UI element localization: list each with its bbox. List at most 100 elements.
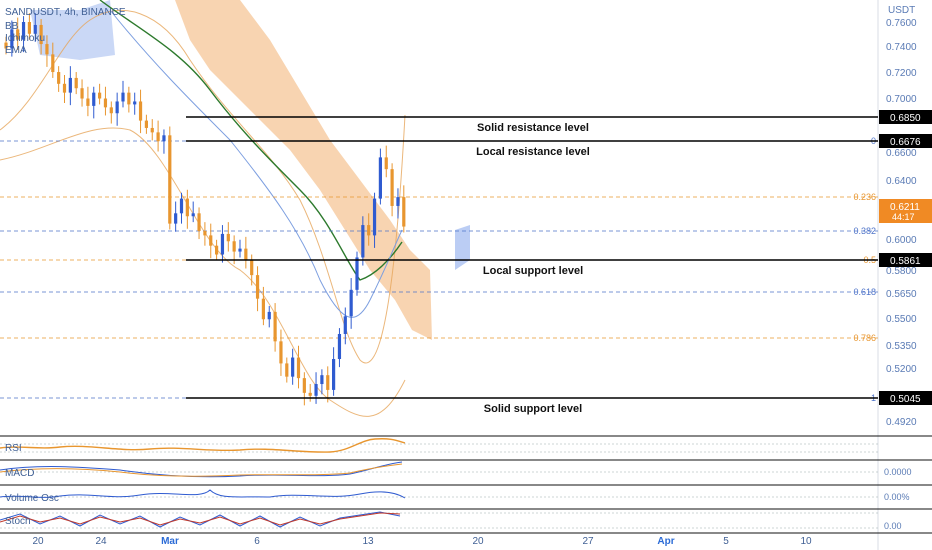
candlestick-series xyxy=(4,13,406,406)
macd-label: MACD xyxy=(5,468,34,479)
price-axis: 0.7600 0.7400 0.7200 0.7000 0.6600 0.640… xyxy=(886,18,917,428)
candle-body xyxy=(238,248,242,252)
candle-body xyxy=(144,120,148,128)
candle-body xyxy=(27,22,31,34)
y-tick: 0.6600 xyxy=(886,148,917,159)
candle-body xyxy=(402,197,406,227)
y-tick: 0.7600 xyxy=(886,18,917,29)
price-box-solid-support: 0.5045 xyxy=(879,391,932,405)
candle-body xyxy=(308,392,312,396)
candle-body xyxy=(314,384,318,396)
svg-text:0.5045: 0.5045 xyxy=(890,394,921,405)
y-tick: 0.5200 xyxy=(886,364,917,375)
candle-body xyxy=(349,289,353,317)
candle-body xyxy=(343,316,347,334)
x-tick: Apr xyxy=(657,536,674,547)
macd-value: 0.0000 xyxy=(884,467,912,477)
svg-text:0.5861: 0.5861 xyxy=(890,256,921,267)
candle-body xyxy=(168,135,172,224)
y-tick: 0.7000 xyxy=(886,94,917,105)
candle-body xyxy=(174,213,178,224)
y-tick: 0.6400 xyxy=(886,176,917,187)
candle-body xyxy=(98,92,102,99)
y-tick: 0.5350 xyxy=(886,341,917,352)
y-tick: 0.7200 xyxy=(886,68,917,79)
candle-body xyxy=(220,233,225,255)
fib-label: 0.382 xyxy=(853,226,876,236)
volume-osc-label: Volume Osc xyxy=(5,493,59,504)
x-tick: Mar xyxy=(161,536,179,547)
candle-body xyxy=(372,198,377,236)
ema-line xyxy=(99,0,403,281)
fib-label: 0.618 xyxy=(853,287,876,297)
candle-body xyxy=(162,135,166,142)
y-tick: 0.5500 xyxy=(886,314,917,325)
candle-body xyxy=(156,132,160,142)
x-tick: 20 xyxy=(32,536,44,547)
currency-label: USDT xyxy=(888,5,915,16)
candle-body xyxy=(326,375,330,390)
y-tick: 0.4920 xyxy=(886,417,917,428)
x-tick: 6 xyxy=(254,536,260,547)
fib-label: 0.236 xyxy=(853,192,876,202)
rsi-line xyxy=(0,438,406,453)
candle-body xyxy=(261,298,265,320)
x-tick: 27 xyxy=(582,536,594,547)
candle-body xyxy=(4,42,8,49)
candle-body xyxy=(250,260,254,276)
candle-body xyxy=(209,235,213,246)
y-tick: 0.6000 xyxy=(886,235,917,246)
candle-body xyxy=(367,225,371,236)
x-tick: 24 xyxy=(95,536,107,547)
candle-body xyxy=(384,157,388,170)
candle-body xyxy=(302,378,306,393)
bollinger-lower xyxy=(0,127,406,417)
y-tick: 0.5800 xyxy=(886,266,917,277)
symbol-title[interactable]: SANDUSDT, 4h, BINANCE xyxy=(5,7,126,18)
candle-body xyxy=(226,233,230,242)
candle-body xyxy=(332,359,336,390)
candle-body xyxy=(203,230,207,236)
rsi-label: RSI xyxy=(5,443,22,454)
candle-body xyxy=(68,77,72,93)
time-axis: 20 24 Mar 6 13 20 27 Apr 5 10 xyxy=(32,536,812,547)
candle-body xyxy=(232,241,236,252)
svg-text:0.6676: 0.6676 xyxy=(890,137,921,148)
indicator-label-bb[interactable]: BB xyxy=(5,21,19,32)
bb-basis-line xyxy=(109,9,403,318)
candle-body xyxy=(255,275,260,299)
svg-text:44:17: 44:17 xyxy=(892,212,915,222)
candle-body xyxy=(378,157,382,199)
candle-body xyxy=(45,44,49,55)
candle-body xyxy=(16,29,20,40)
candle-body xyxy=(74,77,78,89)
candle-body xyxy=(51,54,55,73)
ichimoku-cloud-right xyxy=(455,225,470,270)
candle-body xyxy=(291,357,295,377)
candle-body xyxy=(215,245,219,255)
candle-body xyxy=(21,22,26,40)
candle-body xyxy=(244,248,248,261)
solid-support-label: Solid support level xyxy=(484,403,582,415)
price-box-local-support: 0.5861 xyxy=(879,253,932,267)
svg-text:0.6211: 0.6211 xyxy=(890,202,920,213)
fib-label: 0.786 xyxy=(853,333,876,343)
candle-body xyxy=(92,92,96,106)
solid-resistance-label: Solid resistance level xyxy=(477,122,589,134)
indicator-label-ema[interactable]: EMA xyxy=(5,45,27,56)
candle-body xyxy=(39,24,43,45)
candle-body xyxy=(121,92,125,102)
candle-body xyxy=(133,101,137,105)
candle-body xyxy=(267,311,271,320)
candle-body xyxy=(86,98,90,106)
candle-body xyxy=(138,101,143,121)
stoch-label: Stoch xyxy=(5,516,31,527)
candle-body xyxy=(10,29,14,49)
candle-body xyxy=(355,257,359,290)
volume-osc-value: 0.00% xyxy=(884,492,910,502)
indicator-label-ichimoku[interactable]: Ichimoku xyxy=(5,33,45,44)
candle-body xyxy=(150,127,154,133)
price-box-current: 0.6211 44:17 xyxy=(879,199,932,223)
price-box-local-resistance: 0.6676 xyxy=(879,134,932,148)
